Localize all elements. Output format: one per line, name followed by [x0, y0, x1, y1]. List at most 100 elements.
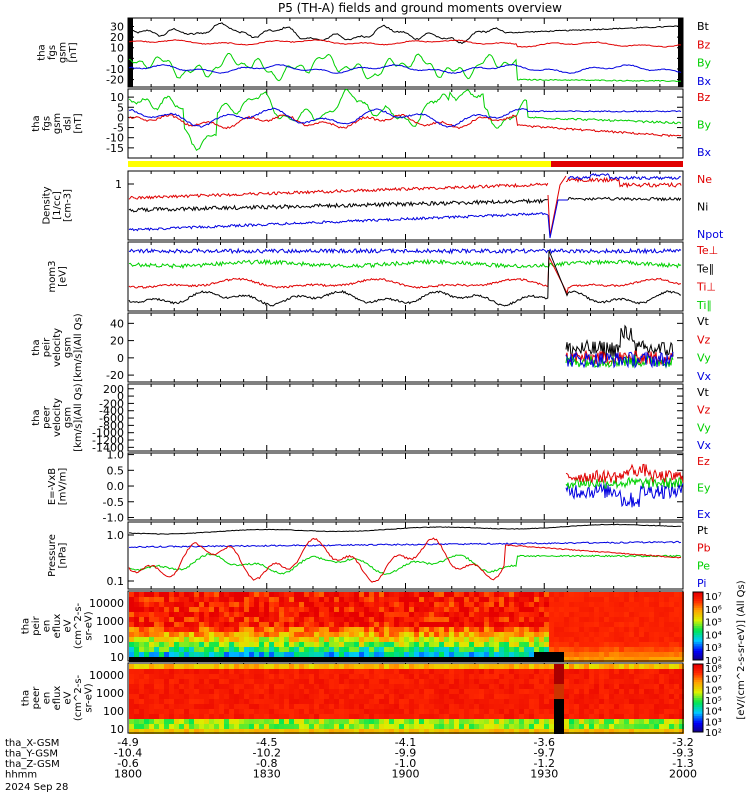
spectro-cell: [204, 674, 209, 679]
spectro-cell: [154, 694, 159, 699]
spectro-cell: [224, 664, 229, 669]
spectro-cell: [439, 637, 444, 642]
spectro-cell: [579, 684, 584, 689]
spectro-cell: [164, 592, 169, 597]
spectro-cell: [179, 617, 184, 622]
spectro-cell: [519, 719, 524, 724]
spectro-cell: [134, 607, 139, 612]
spectro-cell: [224, 709, 229, 714]
spectro-cell: [184, 602, 189, 607]
colorbar-cell: [693, 702, 703, 706]
spectro-cell: [324, 612, 329, 617]
spectro-cell: [149, 704, 154, 709]
spectro-cell: [659, 719, 664, 724]
colorbar-cell: [693, 623, 703, 627]
spectro-cell: [309, 652, 314, 657]
spectro-cell: [509, 729, 514, 734]
spectro-cell: [669, 617, 674, 622]
spectro-cell: [614, 597, 619, 602]
spectro-cell: [239, 597, 244, 602]
spectro-cell: [199, 704, 204, 709]
spectro-cell: [159, 709, 164, 714]
spectro-cell: [484, 617, 489, 622]
spectro-cell: [299, 622, 304, 627]
spectro-cell: [414, 719, 419, 724]
spectro-cell: [494, 669, 499, 674]
spectro-cell: [194, 637, 199, 642]
spectro-cell: [529, 657, 534, 662]
spectro-cell: [389, 592, 394, 597]
spectro-cell: [314, 699, 319, 704]
spectro-cell: [589, 719, 594, 724]
spectro-cell: [214, 669, 219, 674]
spectro-cell: [634, 674, 639, 679]
spectro-cell: [594, 647, 599, 652]
ephemeris-value: -1.2: [534, 757, 555, 770]
spectro-cell: [209, 637, 214, 642]
spectro-cell: [139, 647, 144, 652]
spectro-cell: [499, 729, 504, 734]
spectro-cell: [679, 714, 684, 719]
spectro-cell: [649, 602, 654, 607]
spectro-cell: [174, 699, 179, 704]
spectro-cell: [634, 679, 639, 684]
spectro-cell: [274, 684, 279, 689]
spectro-cell: [509, 669, 514, 674]
spectro-cell: [474, 719, 479, 724]
spectro-cell: [554, 729, 559, 734]
y-tick-label: -5: [113, 122, 124, 135]
spectro-cell: [194, 714, 199, 719]
spectro-cell: [244, 597, 249, 602]
spectro-cell: [299, 652, 304, 657]
spectro-cell: [369, 669, 374, 674]
spectro-cell: [504, 719, 509, 724]
spectro-cell: [409, 617, 414, 622]
spectro-cell: [264, 724, 269, 729]
series-Bz: [128, 114, 682, 138]
spectro-cell: [429, 684, 434, 689]
ephemeris-value: -4.9: [117, 736, 138, 749]
spectro-cell: [559, 669, 564, 674]
spectro-cell: [414, 689, 419, 694]
spectro-cell: [464, 724, 469, 729]
spectro-cell: [284, 729, 289, 734]
spectro-cell: [184, 699, 189, 704]
spectro-cell: [514, 642, 519, 647]
spectro-cell: [224, 684, 229, 689]
spectro-cell: [674, 679, 679, 684]
spectro-cell: [574, 607, 579, 612]
spectro-cell: [649, 714, 654, 719]
spectro-cell: [529, 627, 534, 632]
spectro-cell: [524, 597, 529, 602]
spectro-cell: [144, 679, 149, 684]
spectro-cell: [559, 602, 564, 607]
spectro-cell: [574, 627, 579, 632]
spectro-cell: [204, 694, 209, 699]
spectro-cell: [139, 602, 144, 607]
legend-Ex: Ex: [697, 508, 711, 521]
legend-Bz: Bz: [697, 38, 711, 51]
colorbar-cell: [693, 729, 703, 733]
spectro-cell: [224, 637, 229, 642]
spectro-cell: [294, 592, 299, 597]
spectro-cell: [244, 657, 249, 662]
spectro-cell: [154, 674, 159, 679]
spectro-cell: [399, 597, 404, 602]
spectro-cell: [384, 637, 389, 642]
spectro-cell: [489, 597, 494, 602]
spectro-cell: [614, 679, 619, 684]
spectro-cell: [499, 642, 504, 647]
spectro-cell: [559, 719, 564, 724]
spectro-cell: [629, 652, 634, 657]
spectro-cell: [419, 602, 424, 607]
spectro-cell: [554, 704, 559, 709]
y-tick-label: 0: [117, 52, 124, 65]
spectro-cell: [514, 699, 519, 704]
spectro-cell: [469, 657, 474, 662]
spectro-cell: [269, 597, 274, 602]
spectro-cell: [254, 694, 259, 699]
spectro-cell: [389, 719, 394, 724]
spectro-cell: [364, 657, 369, 662]
spectro-cell: [444, 602, 449, 607]
spectro-cell: [349, 664, 354, 669]
